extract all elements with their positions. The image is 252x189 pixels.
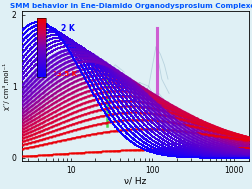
Text: 2 K: 2 K — [61, 24, 75, 33]
X-axis label: ν/ Hz: ν/ Hz — [124, 177, 146, 186]
Title: SMM behavior in Ene-Diamido Organodysprosium Complexes: SMM behavior in Ene-Diamido Organodyspro… — [10, 3, 252, 9]
Y-axis label: χ′′/ cm³.mol⁻¹: χ′′/ cm³.mol⁻¹ — [4, 63, 11, 110]
Text: 23.5 K: 23.5 K — [52, 70, 77, 77]
